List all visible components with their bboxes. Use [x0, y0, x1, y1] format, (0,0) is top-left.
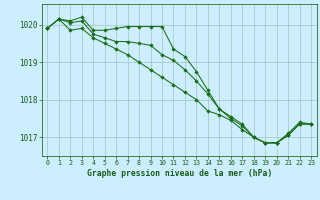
- X-axis label: Graphe pression niveau de la mer (hPa): Graphe pression niveau de la mer (hPa): [87, 169, 272, 178]
